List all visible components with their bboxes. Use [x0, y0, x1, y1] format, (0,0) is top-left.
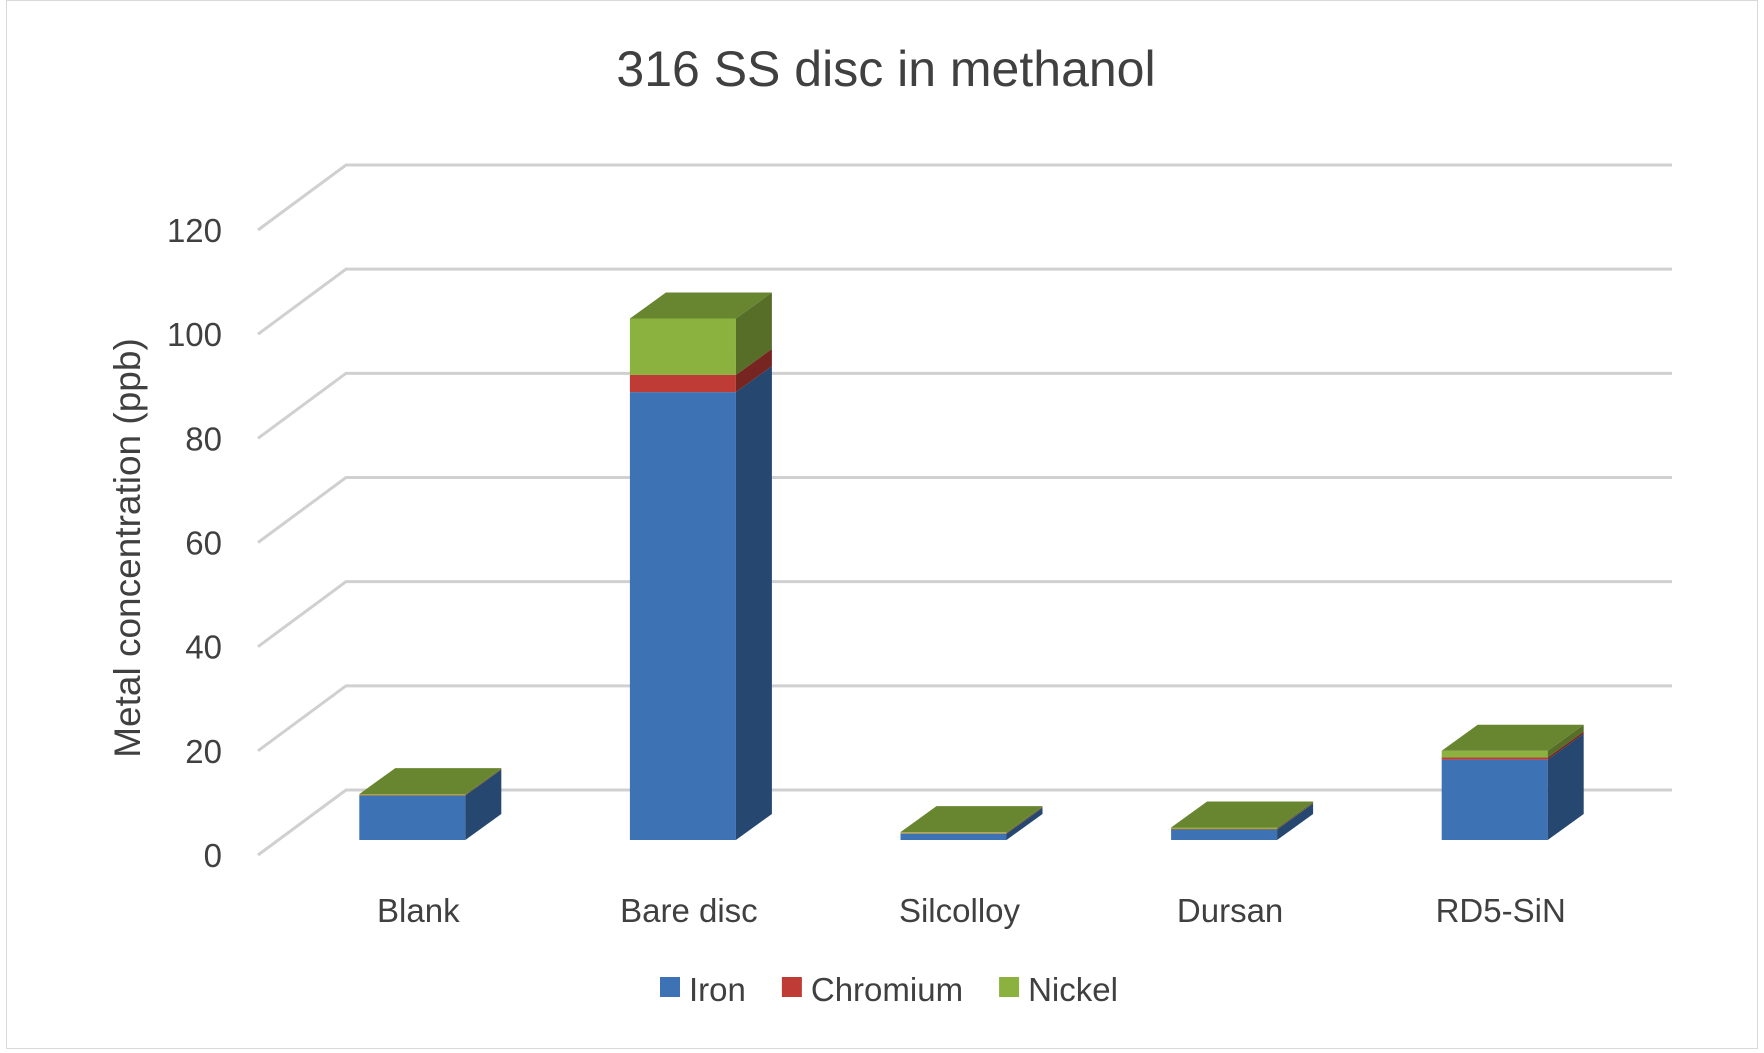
legend-item-chromium: Chromium: [781, 971, 963, 1008]
bar-segment-iron-silcolloy: [900, 807, 1043, 840]
bar-segment-iron-blank: [359, 769, 502, 840]
bar-front-face: [359, 795, 466, 796]
y-tick-label: 80: [185, 420, 222, 457]
legend-swatch: [999, 977, 1020, 997]
bar-segment-chromium-bare-disc: [629, 348, 772, 393]
bar-front-face: [1441, 757, 1548, 760]
bar-segment-chromium-silcolloy: [900, 807, 1043, 834]
legend-swatch: [660, 977, 680, 997]
legend: Iron Chromium Nickel: [660, 971, 1118, 1008]
x-tick-label: Dursan: [1177, 892, 1283, 929]
bar-side-face: [735, 292, 772, 375]
bar-segment-chromium-dursan: [1171, 803, 1314, 830]
bar-front-face: [900, 833, 1007, 834]
x-tick-label: Silcolloy: [899, 892, 1021, 929]
x-tick-label: RD5-SiN: [1436, 892, 1566, 929]
bar-side-face: [1277, 801, 1314, 830]
bar-top-face: [1171, 801, 1314, 828]
bar-segment-nickel-rd5-sin: [1441, 724, 1584, 758]
bar-front-face: [1171, 827, 1278, 830]
bar-segment-iron-dursan: [1171, 803, 1314, 840]
bar-top-face: [629, 292, 772, 319]
y-tick-label: 20: [185, 733, 222, 770]
gridline-80: [257, 371, 1672, 440]
bar-front-face: [1171, 829, 1278, 840]
bar-side-face: [465, 768, 502, 796]
bar-front-face: [359, 794, 466, 796]
legend-label: Chromium: [811, 971, 963, 1008]
chart-frame: [6, 0, 1758, 1049]
gridline-0: [257, 788, 1672, 857]
bars: [359, 292, 1584, 840]
bar-side-face: [735, 366, 772, 840]
bar-side-face: [1547, 733, 1584, 840]
x-tick-label: Blank: [377, 892, 460, 929]
bar-front-face: [629, 374, 736, 393]
bar-segment-iron-bare-disc: [629, 366, 772, 840]
gridlines: [257, 163, 1672, 857]
bar-side-face: [465, 769, 502, 796]
gridline-20: [257, 684, 1672, 753]
bar-segment-nickel-bare-disc: [629, 292, 772, 375]
bar-top-face: [1441, 724, 1584, 751]
legend-label: Nickel: [1028, 971, 1118, 1008]
gridline-60: [257, 476, 1672, 544]
x-tick-label: Bare disc: [620, 892, 758, 929]
legend-swatch: [781, 977, 802, 997]
y-axis-ticks: 0 20 40 60 80 100 120: [167, 212, 222, 874]
bar-side-face: [735, 348, 772, 393]
legend-item-nickel: Nickel: [999, 971, 1118, 1008]
gridline-100: [257, 267, 1672, 336]
bar-segment-iron-rd5-sin: [1441, 733, 1584, 840]
gridline-120: [257, 163, 1672, 232]
y-tick-label: 60: [185, 525, 222, 562]
bar-segment-chromium-blank: [359, 769, 502, 796]
bar-top-face: [359, 768, 502, 795]
bar-side-face: [1277, 803, 1314, 840]
bar-front-face: [359, 795, 466, 840]
bar-segment-nickel-blank: [359, 768, 502, 796]
bar-side-face: [1006, 807, 1043, 840]
bar-front-face: [1171, 829, 1278, 830]
bar-front-face: [900, 833, 1007, 840]
bar-front-face: [629, 392, 736, 840]
bar-side-face: [1547, 724, 1584, 758]
bar-side-face: [1277, 803, 1314, 830]
bar-front-face: [629, 318, 736, 375]
bar-front-face: [1441, 750, 1548, 758]
y-tick-label: 120: [167, 212, 222, 249]
y-axis-title: Metal concentration (ppb): [107, 338, 148, 758]
y-tick-label: 100: [167, 316, 222, 353]
bar-side-face: [1006, 806, 1043, 834]
legend-item-iron: Iron: [660, 971, 746, 1008]
bar-segment-chromium-rd5-sin: [1441, 731, 1584, 760]
bar-side-face: [1006, 807, 1043, 834]
bar-side-face: [465, 769, 502, 840]
chart-title: 316 SS disc in methanol: [616, 41, 1155, 97]
bar-top-face: [900, 806, 1043, 833]
bar-front-face: [900, 832, 1007, 834]
bar-segment-nickel-silcolloy: [900, 806, 1043, 834]
y-tick-label: 0: [204, 837, 222, 874]
bar-segment-nickel-dursan: [1171, 801, 1314, 830]
y-tick-label: 40: [185, 629, 222, 666]
legend-label: Iron: [689, 971, 746, 1008]
gridline-40: [257, 580, 1672, 648]
x-axis-labels: Blank Bare disc Silcolloy Dursan RD5-SiN: [377, 892, 1566, 929]
bar-side-face: [1547, 731, 1584, 760]
bar-front-face: [1441, 759, 1548, 840]
